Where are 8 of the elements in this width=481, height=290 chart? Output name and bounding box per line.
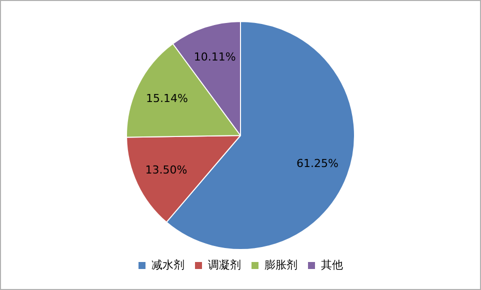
legend-label: 膨胀剂 — [264, 258, 298, 272]
data-label: 61.25% — [296, 156, 338, 170]
data-label: 13.50% — [145, 163, 188, 176]
legend-label: 调凝剂 — [208, 258, 241, 272]
data-label: 10.11% — [194, 50, 236, 64]
data-label: 15.14% — [146, 92, 188, 105]
legend-label: 其他 — [321, 258, 343, 272]
legend-label: 减水剂 — [152, 258, 184, 272]
